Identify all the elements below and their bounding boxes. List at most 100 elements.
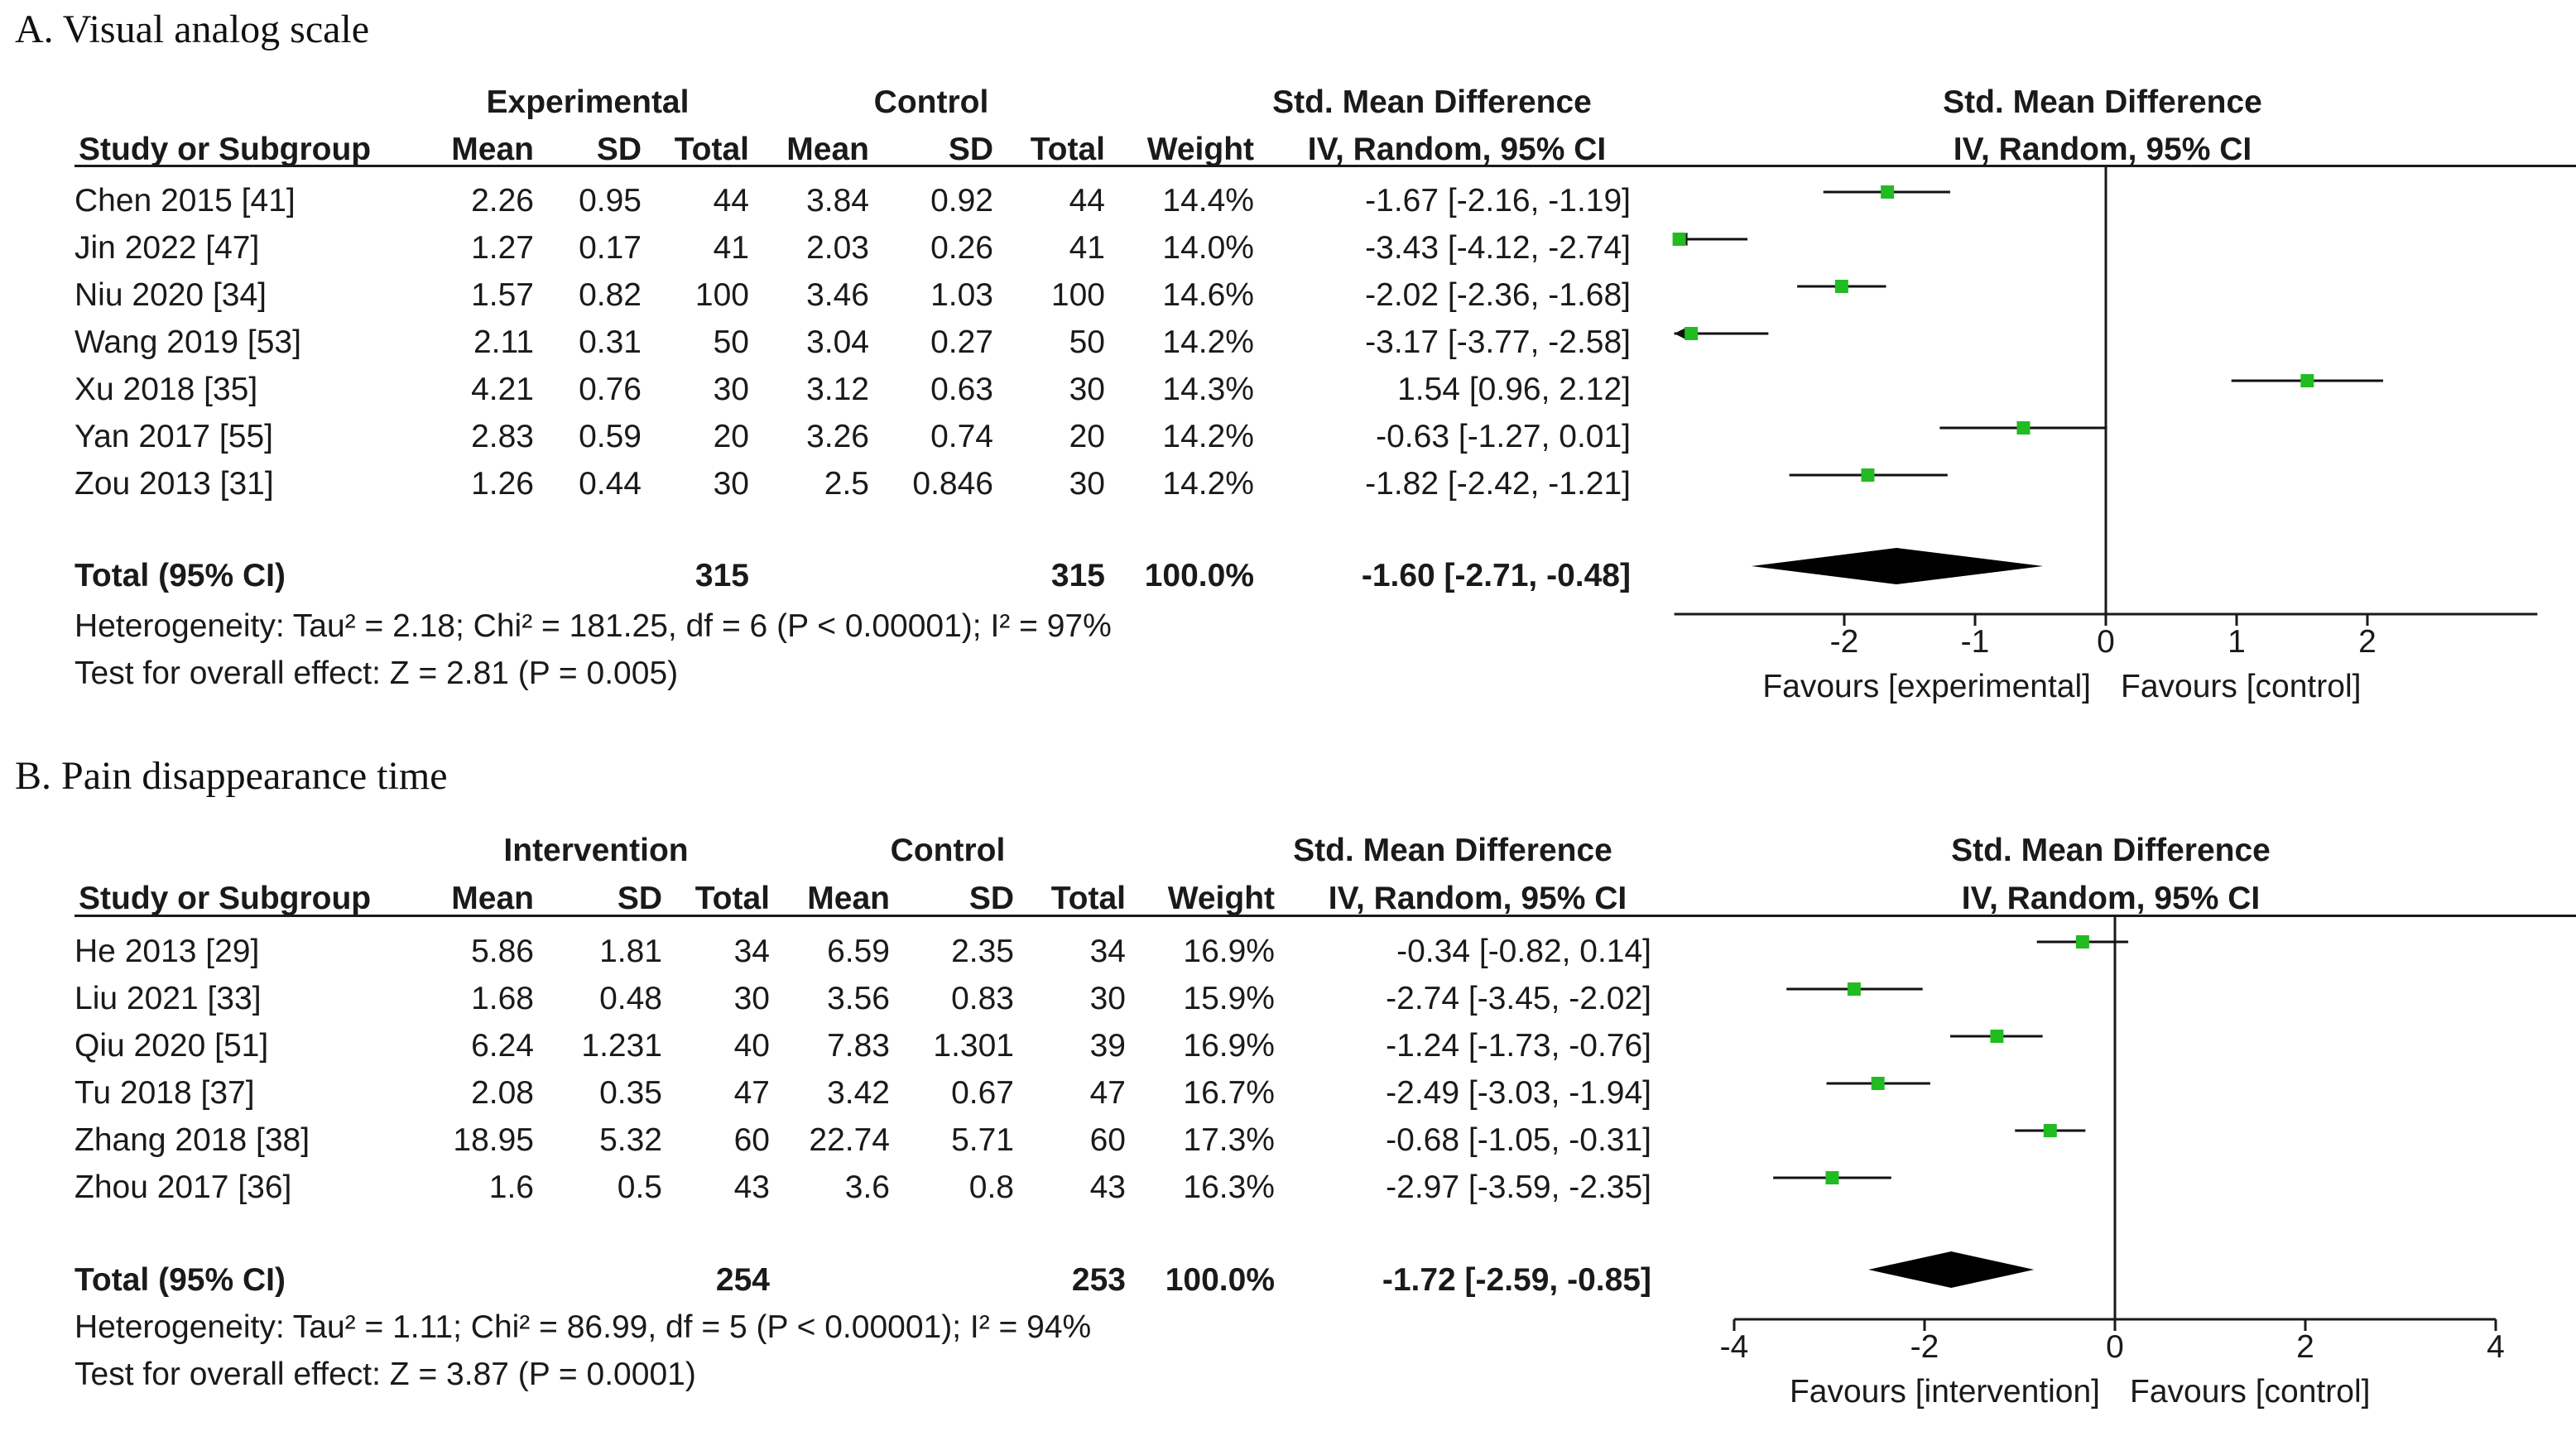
weight: 16.3% [1183,1169,1275,1205]
study-name: Chen 2015 [41] [74,183,296,219]
exp-total: 50 [713,324,749,360]
ctl-sd: 0.26 [930,230,993,266]
col-weight: Weight [1167,881,1275,916]
exp-sd: 0.31 [579,324,642,360]
smd-ci: -2.02 [-2.36, -1.68] [1365,277,1631,313]
x-tick-label: 2 [2358,624,2377,660]
ctl-sd: 0.74 [930,419,993,454]
ctl-sd: 0.63 [930,372,993,407]
col-study: Study or Subgroup [79,881,372,916]
ctl-total: 100 [1050,277,1105,313]
study-name: Xu 2018 [35] [74,372,258,407]
ctl-mean: 3.84 [806,183,869,219]
exp-mean: 2.26 [471,183,534,219]
exp-sd: 0.82 [579,277,642,313]
study-name: Tu 2018 [37] [74,1075,255,1111]
x-tick-label: -4 [1720,1329,1749,1365]
total-exp: 315 [694,558,749,593]
panel-pain-disappearance-time: B. Pain disappearance time Intervention … [0,745,2576,1436]
favours-right-label: Favours [control] [2130,1374,2370,1410]
study-name: Jin 2022 [47] [74,230,260,266]
smd-ci: -2.97 [-3.59, -2.35] [1386,1169,1651,1205]
weight: 14.4% [1162,183,1254,219]
weight: 14.0% [1162,230,1254,266]
study-name: He 2013 [29] [74,934,260,969]
ctl-mean: 3.12 [806,372,869,407]
exp-total: 41 [713,230,749,266]
exp-sd: 0.35 [599,1075,662,1111]
study-point [2016,421,2031,435]
col-exp-total: Total [694,881,770,916]
exp-total: 30 [713,372,749,407]
ctl-total: 43 [1089,1169,1126,1205]
col-study: Study or Subgroup [79,132,372,167]
exp-mean: 2.11 [473,324,534,360]
exp-mean: 1.57 [471,277,534,313]
exp-sd: 1.231 [581,1028,662,1064]
study-name: Wang 2019 [53] [74,324,301,360]
total-exp: 254 [715,1262,770,1298]
total-label: Total (95% CI) [74,1262,286,1298]
exp-total: 44 [713,183,749,219]
x-tick-label: 0 [2106,1329,2124,1365]
exp-total: 34 [733,934,770,969]
col-ctl-mean: Mean [807,881,890,916]
exp-total: 30 [733,981,770,1016]
col-ctl-sd: SD [948,132,993,167]
total-weight: 100.0% [1165,1262,1275,1298]
total-ctl: 315 [1050,558,1105,593]
plot-col-ci: IV, Random, 95% CI [1961,881,2261,916]
exp-sd: 0.44 [579,466,642,502]
panel-title: B. Pain disappearance time [15,754,448,798]
study-point [1672,233,1686,246]
study-name: Zhang 2018 [38] [74,1122,310,1158]
smd-ci: 1.54 [0.96, 2.12] [1397,372,1631,407]
group-header-intervention: Intervention [503,833,689,868]
exp-sd: 0.59 [579,419,642,454]
ctl-total: 41 [1069,230,1105,266]
ctl-mean: 3.04 [806,324,869,360]
exp-sd: 0.95 [579,183,642,219]
study-name: Liu 2021 [33] [74,981,262,1016]
smd-ci: -1.67 [-2.16, -1.19] [1365,183,1631,219]
col-ctl-sd: SD [968,881,1014,916]
x-tick-label: -2 [1910,1329,1939,1365]
group-header-experimental: Experimental [486,84,690,120]
exp-mean: 2.83 [471,419,534,454]
ctl-sd: 0.67 [951,1075,1014,1111]
weight: 14.2% [1162,419,1254,454]
plot-smd-header: Std. Mean Difference [1943,84,2262,120]
pooled-diamond [1868,1251,2035,1288]
ctl-sd: 0.8 [968,1169,1014,1205]
exp-total: 100 [694,277,749,313]
study-point [1871,1077,1885,1090]
exp-mean: 6.24 [471,1028,534,1064]
ctl-total: 30 [1069,466,1105,502]
exp-total: 40 [733,1028,770,1064]
ctl-mean: 2.5 [824,466,869,502]
exp-sd: 1.81 [599,934,662,969]
exp-total: 20 [713,419,749,454]
col-exp-mean: Mean [451,881,534,916]
plot-col-ci: IV, Random, 95% CI [1953,132,2252,167]
overall-effect-text: Test for overall effect: Z = 2.81 (P = 0… [74,656,679,691]
x-tick-label: 1 [2228,624,2246,660]
col-ctl-mean: Mean [786,132,869,167]
smd-ci: -0.68 [-1.05, -0.31] [1386,1122,1651,1158]
ctl-sd: 0.92 [930,183,993,219]
exp-total: 43 [733,1169,770,1205]
study-point [1990,1030,2004,1043]
col-exp-sd: SD [617,881,662,916]
ctl-sd: 1.03 [930,277,993,313]
smd-ci: -3.17 [-3.77, -2.58] [1365,324,1631,360]
total-weight: 100.0% [1144,558,1254,593]
ctl-mean: 2.03 [806,230,869,266]
header-rule [74,915,2576,917]
exp-sd: 0.17 [579,230,642,266]
favours-right-label: Favours [control] [2121,669,2361,704]
weight: 14.2% [1162,324,1254,360]
x-tick-label: 0 [2097,624,2115,660]
ctl-sd: 1.301 [933,1028,1014,1064]
panel-title: A. Visual analog scale [15,7,370,51]
overall-effect-text: Test for overall effect: Z = 3.87 (P = 0… [74,1357,696,1392]
